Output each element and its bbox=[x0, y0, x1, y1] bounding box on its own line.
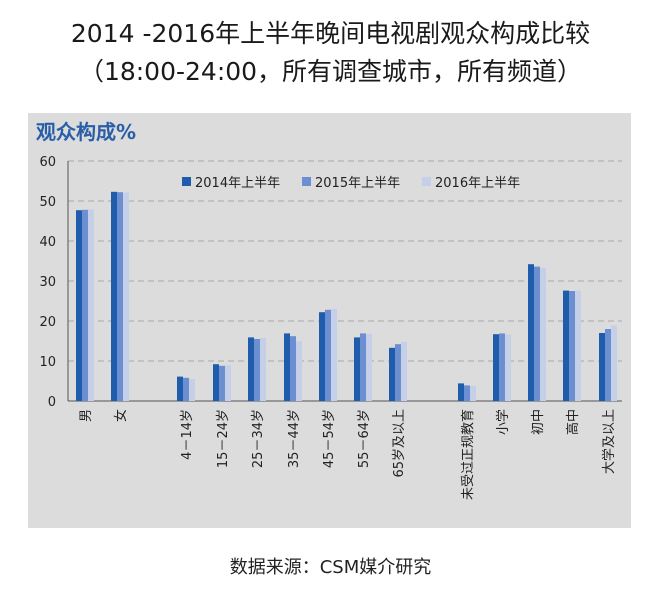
y-tick-label: 20 bbox=[39, 315, 56, 330]
data-source: 数据来源：CSM媒介研究 bbox=[229, 557, 432, 578]
bar bbox=[183, 377, 189, 401]
bar bbox=[177, 376, 183, 401]
x-tick-label: 小学 bbox=[495, 409, 511, 435]
bar bbox=[189, 379, 195, 401]
bar bbox=[528, 264, 534, 401]
bar bbox=[505, 334, 511, 401]
bar bbox=[470, 385, 476, 401]
legend-label-2014: 2014年上半年 bbox=[195, 176, 281, 191]
legend-item-2016: 2016年上半年 bbox=[422, 172, 520, 191]
bar bbox=[88, 209, 94, 401]
x-tick-label: 高中 bbox=[565, 409, 581, 435]
y-tick-label: 30 bbox=[39, 275, 56, 290]
bar bbox=[395, 344, 401, 401]
bar bbox=[493, 334, 499, 401]
legend-label-2015: 2015年上半年 bbox=[315, 176, 401, 191]
bar bbox=[499, 333, 505, 401]
bar bbox=[389, 347, 395, 401]
y-tick-label: 60 bbox=[39, 155, 56, 170]
x-tick-label: 65岁及以上 bbox=[392, 409, 407, 478]
legend-item-2014: 2014年上半年 bbox=[182, 172, 280, 191]
bar bbox=[464, 385, 470, 401]
bar bbox=[248, 337, 254, 401]
legend-swatch-2014 bbox=[182, 177, 191, 186]
bar bbox=[296, 341, 302, 401]
bar bbox=[111, 191, 117, 401]
bar bbox=[260, 337, 266, 401]
bar bbox=[225, 365, 231, 401]
x-tick-label: 女 bbox=[113, 409, 129, 422]
bar bbox=[123, 192, 129, 401]
legend-swatch-2016 bbox=[422, 177, 431, 186]
x-tick-label: 未受过正规教育 bbox=[460, 409, 476, 500]
bar bbox=[319, 312, 325, 401]
legend-label-2016: 2016年上半年 bbox=[435, 176, 521, 191]
bar bbox=[605, 329, 611, 401]
chart-subtitle: （18:00-24:00，所有调查城市，所有频道） bbox=[78, 57, 583, 86]
bar bbox=[401, 341, 407, 401]
bar bbox=[575, 290, 581, 401]
x-tick-label: 55－64岁 bbox=[357, 409, 372, 468]
bar bbox=[599, 333, 605, 401]
bar bbox=[360, 333, 366, 401]
bar bbox=[290, 336, 296, 401]
bar bbox=[366, 333, 372, 401]
legend-swatch-2015 bbox=[302, 177, 311, 186]
bar bbox=[458, 383, 464, 401]
x-tick-label: 初中 bbox=[531, 409, 546, 435]
bar bbox=[569, 291, 575, 401]
y-tick-label: 10 bbox=[39, 355, 56, 370]
bar bbox=[563, 290, 569, 401]
chart-title: 2014 -2016年上半年晚间电视剧观众构成比较 bbox=[70, 19, 591, 48]
legend-item-2015: 2015年上半年 bbox=[302, 172, 400, 191]
y-tick-label: 50 bbox=[39, 195, 56, 210]
bar bbox=[76, 210, 82, 401]
bar bbox=[82, 209, 88, 401]
y-tick-label: 40 bbox=[39, 235, 56, 250]
x-tick-label: 35－44岁 bbox=[287, 409, 302, 468]
bar bbox=[284, 333, 290, 401]
x-tick-label: 男 bbox=[79, 409, 94, 422]
y-axis-label: 观众构成% bbox=[36, 120, 137, 144]
bar bbox=[540, 267, 546, 401]
bar bbox=[213, 364, 219, 401]
x-tick-label: 15－24岁 bbox=[216, 409, 231, 468]
x-tick-label: 25－34岁 bbox=[251, 409, 266, 468]
bar bbox=[611, 325, 617, 401]
bar bbox=[354, 337, 360, 401]
x-tick-label: 大学及以上 bbox=[601, 409, 617, 474]
bar bbox=[117, 192, 123, 401]
y-tick-label: 0 bbox=[48, 395, 56, 410]
bar bbox=[534, 266, 540, 401]
bar bbox=[331, 309, 337, 401]
x-tick-label: 4－14岁 bbox=[180, 409, 195, 460]
bar bbox=[254, 339, 260, 401]
bar bbox=[325, 309, 331, 401]
x-tick-label: 45－54岁 bbox=[322, 409, 337, 468]
bar bbox=[219, 365, 225, 401]
